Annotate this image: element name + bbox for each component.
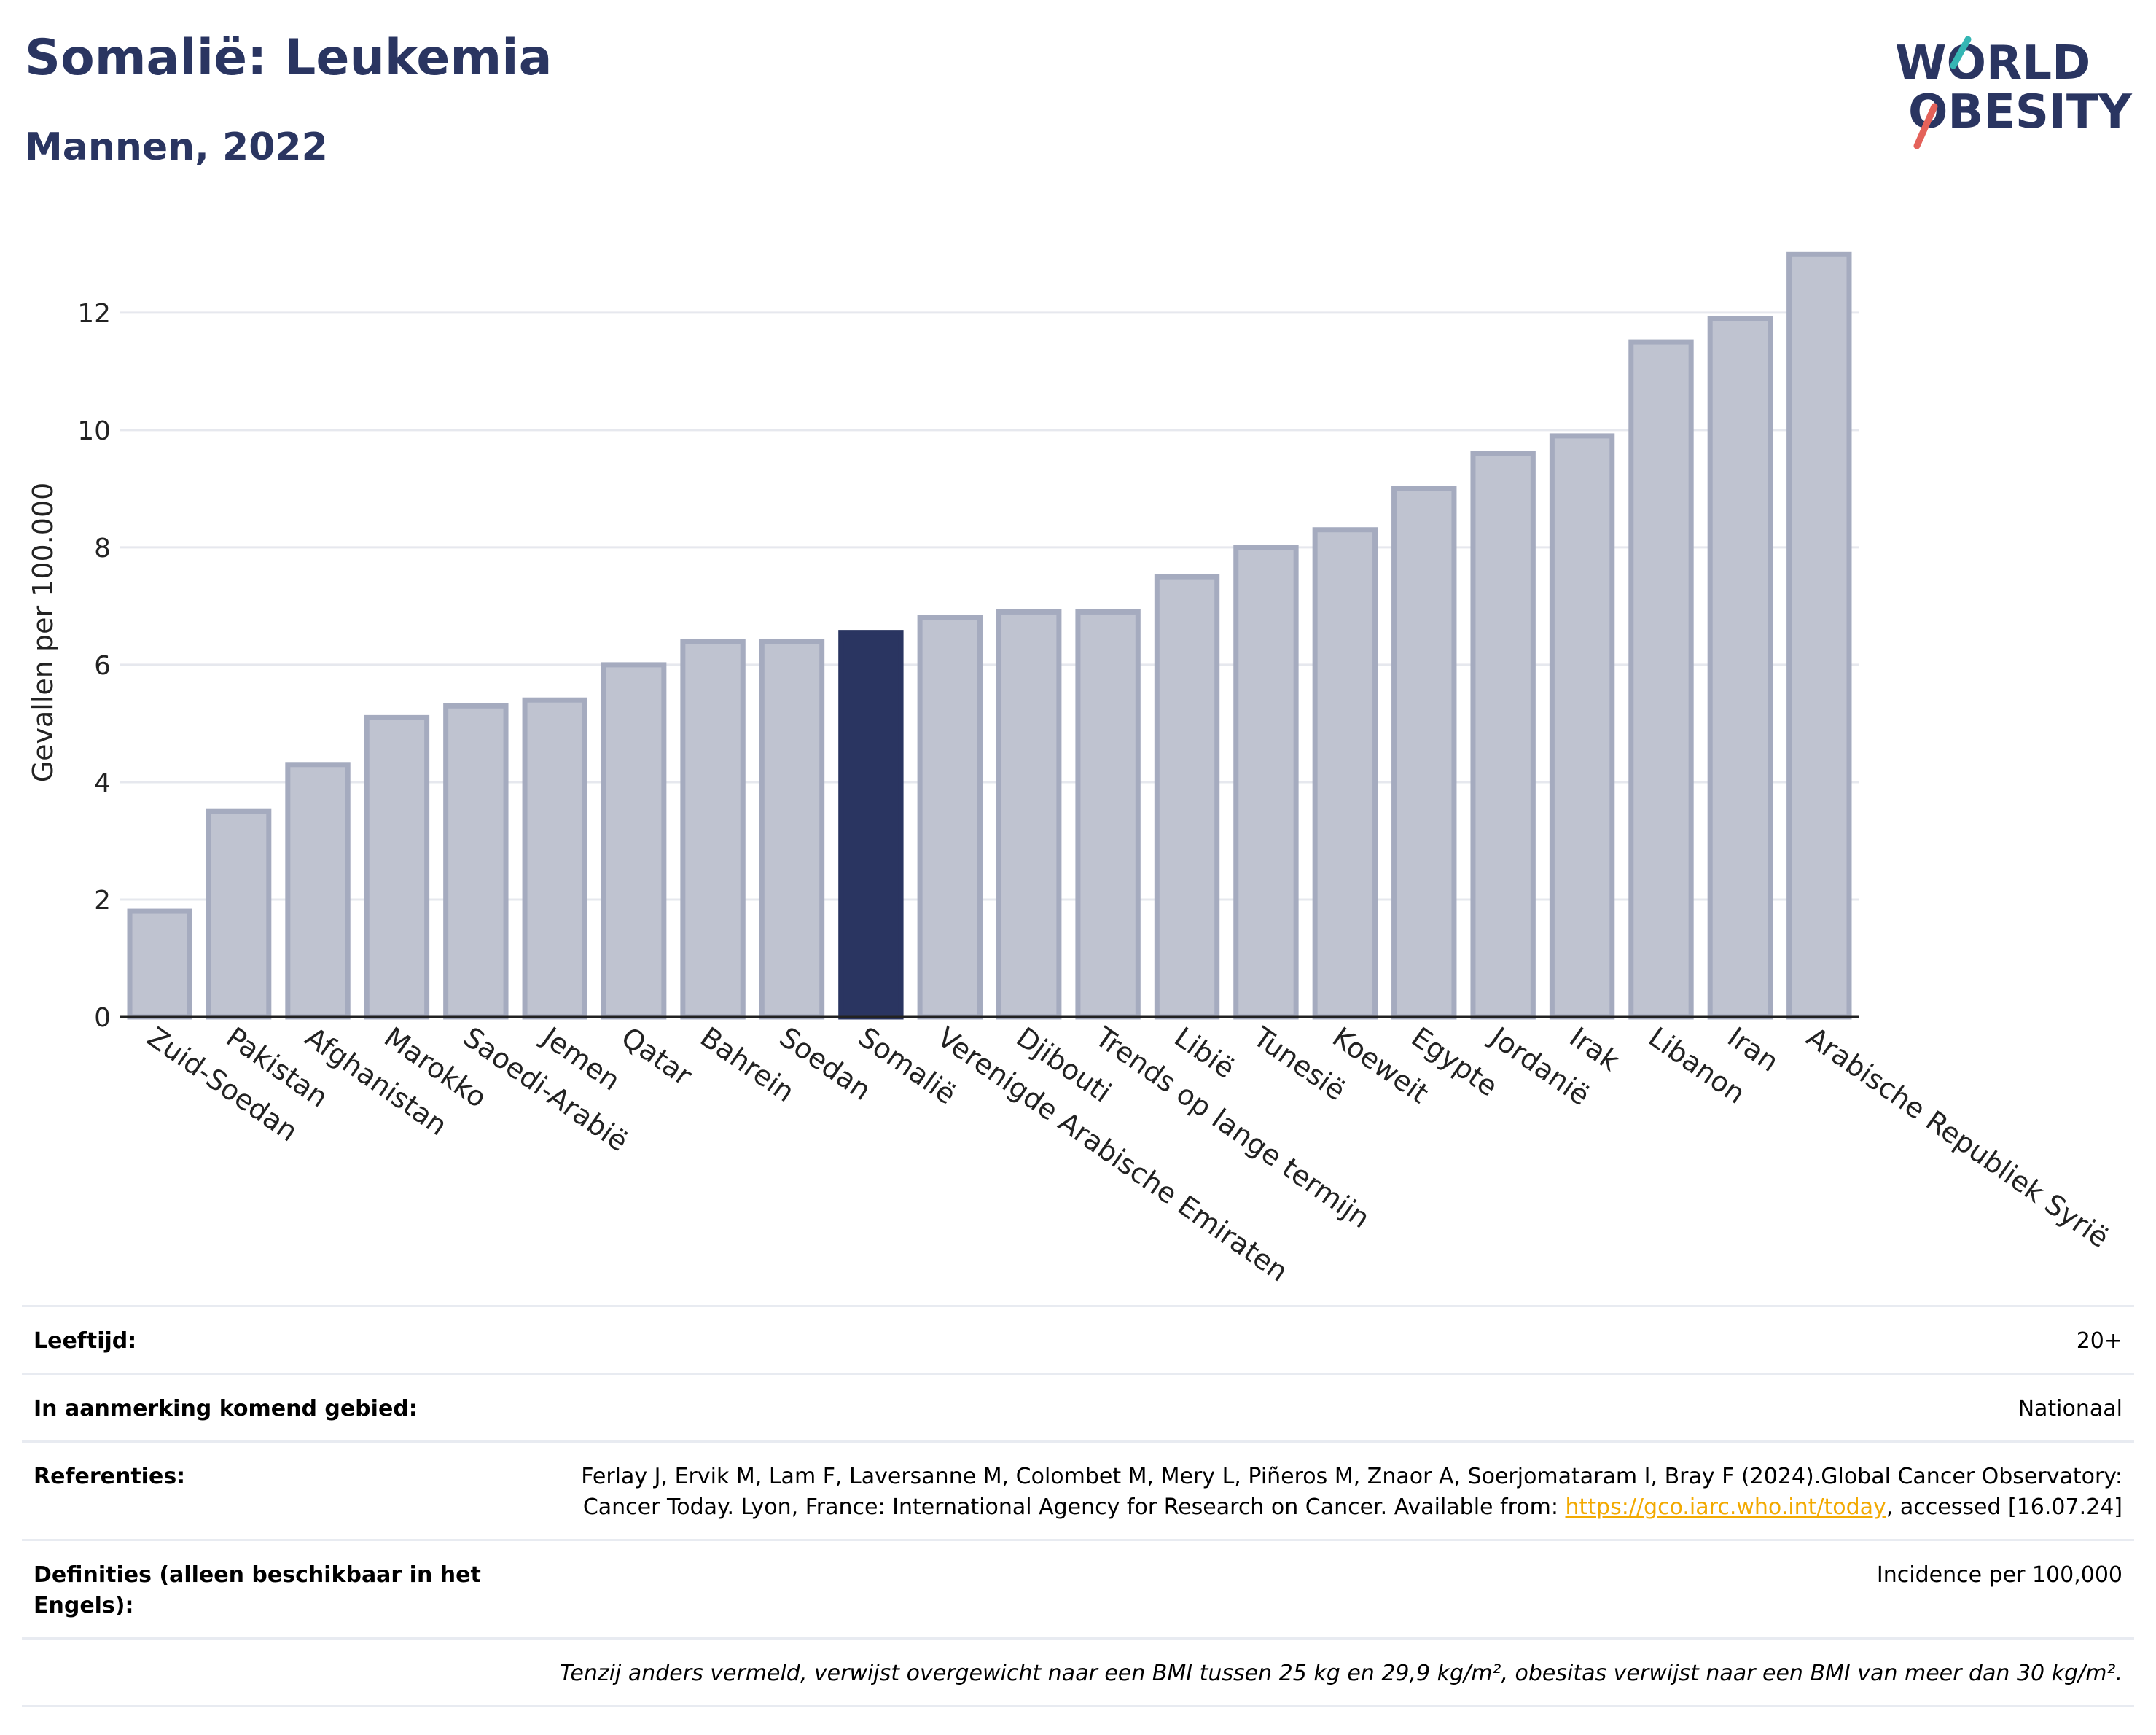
- bar: [601, 662, 667, 1020]
- reference-link[interactable]: https://gco.iarc.who.int/today: [1565, 1494, 1886, 1520]
- bar: [1786, 251, 1852, 1020]
- world-obesity-logo[interactable]: WORLD OBESITY: [1895, 36, 2136, 153]
- bar: [1470, 451, 1536, 1020]
- bar: [1707, 316, 1773, 1020]
- info-row-definitions: Definities (alleen beschikbaar in het En…: [22, 1539, 2134, 1637]
- bar: [1549, 433, 1615, 1020]
- bar: [522, 697, 587, 1020]
- references-label: Referenties:: [34, 1464, 186, 1489]
- age-label: Leeftijd:: [34, 1328, 137, 1354]
- info-row-area: In aanmerking komend gebied: Nationaal: [22, 1373, 2134, 1440]
- bar: [1154, 574, 1220, 1020]
- x-tick-label: Qatar: [615, 1021, 698, 1092]
- page-title: Somalië: Leukemia: [25, 29, 552, 87]
- bar: [364, 714, 430, 1020]
- y-tick-label: 4: [94, 768, 111, 798]
- bars: [127, 251, 1852, 1020]
- logo-slash-red: [1913, 103, 1938, 149]
- info-row-note: Tenzij anders vermeld, verwijst overgewi…: [22, 1637, 2134, 1707]
- bar: [285, 762, 351, 1020]
- info-table: Leeftijd: 20+ In aanmerking komend gebie…: [22, 1305, 2134, 1707]
- area-value: Nationaal: [2018, 1396, 2122, 1422]
- bar: [759, 639, 825, 1020]
- info-row-references: Referenties: Ferlay J, Ervik M, Lam F, L…: [22, 1440, 2134, 1539]
- y-tick-label: 6: [94, 651, 111, 681]
- page-subtitle: Mannen, 2022: [25, 125, 328, 169]
- reference-accessed: , accessed [16.07.24]: [1886, 1494, 2122, 1520]
- bar-chart: 0 2 4 6 8 10 12 Zuid-SoedanPakistanAfghanistan…: [27, 251, 2114, 1283]
- bar: [443, 703, 509, 1020]
- logo-slash-teal: [1950, 36, 1972, 69]
- age-value: 20+: [2076, 1328, 2122, 1354]
- bar: [1233, 545, 1299, 1020]
- bar: [127, 908, 192, 1020]
- x-tick-labels: Zuid-SoedanPakistanAfghanistanMarokkoSao…: [141, 1020, 2114, 1283]
- y-tick-label: 2: [94, 886, 111, 916]
- y-tick-label: 8: [94, 534, 111, 564]
- bar: [206, 808, 272, 1020]
- y-tick-labels: 0 2 4 6 8 10 12: [77, 299, 111, 1033]
- logo-text-line1: WORLD: [1895, 36, 2090, 90]
- bar: [917, 615, 983, 1020]
- x-tick-label: Arabische Republiek Syrië: [1801, 1021, 2115, 1254]
- logo-text-line2: OBESITY: [1908, 85, 2132, 139]
- x-tick-label: Irak: [1563, 1021, 1625, 1077]
- y-tick-label: 12: [77, 299, 111, 329]
- y-tick-label: 0: [94, 1003, 111, 1033]
- bar: [1312, 527, 1378, 1020]
- footnote: Tenzij anders vermeld, verwijst overgewi…: [559, 1661, 2122, 1686]
- area-label: In aanmerking komend gebied:: [34, 1396, 418, 1422]
- definitions-label: Definities (alleen beschikbaar in het En…: [34, 1562, 481, 1618]
- y-axis-label: Gevallen per 100.000: [27, 483, 59, 783]
- y-tick-label: 10: [77, 416, 111, 446]
- bar: [1628, 339, 1694, 1020]
- bar: [1075, 609, 1141, 1020]
- info-row-age: Leeftijd: 20+: [22, 1305, 2134, 1373]
- bar-highlight: [838, 630, 904, 1020]
- bar: [1391, 486, 1457, 1020]
- reference-text: Ferlay J, Ervik M, Lam F, Laversanne M, …: [581, 1464, 2122, 1520]
- references-value: Ferlay J, Ervik M, Lam F, Laversanne M, …: [519, 1462, 2122, 1523]
- definitions-value: Incidence per 100,000: [1876, 1562, 2122, 1588]
- bar: [680, 639, 746, 1020]
- bar: [996, 609, 1062, 1020]
